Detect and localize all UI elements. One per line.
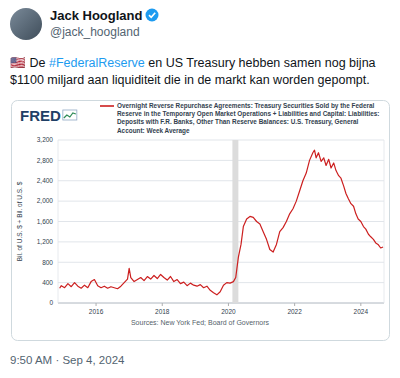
y-tick-label: 3,200 bbox=[37, 136, 54, 143]
legend-line: Reserve in the Temporary Open Market Ope… bbox=[117, 110, 380, 118]
fred-logo-icon bbox=[63, 110, 77, 120]
hashtag[interactable]: #FederalReserve bbox=[49, 56, 145, 70]
y-tick-label: 400 bbox=[42, 279, 53, 286]
y-axis-left bbox=[58, 140, 59, 303]
legend-text: Overnight Reverse Repurchase Agreements:… bbox=[117, 102, 380, 135]
badge-circle bbox=[146, 9, 159, 22]
fred-logo: FRED bbox=[20, 107, 61, 124]
icon-line bbox=[64, 113, 76, 118]
y-tick-label: 2,000 bbox=[37, 197, 54, 204]
y-axis-label: Bil. of U.S. $ + Bil. of U.S. $ bbox=[16, 181, 23, 261]
x-axis bbox=[58, 303, 384, 304]
legend-line: Overnight Reverse Repurchase Agreements:… bbox=[117, 102, 374, 110]
y-tick-label: 2,800 bbox=[37, 157, 54, 164]
x-tick-label: 2022 bbox=[287, 308, 302, 315]
chart-card bbox=[12, 101, 390, 341]
grid-line bbox=[58, 160, 384, 161]
plot-area bbox=[60, 140, 383, 303]
grid-line bbox=[58, 201, 384, 202]
x-tick bbox=[294, 303, 295, 306]
y-tick-label: 0 bbox=[49, 299, 53, 306]
grid-line bbox=[58, 282, 384, 283]
y-axis-right bbox=[384, 140, 385, 303]
y-tick-label: 800 bbox=[42, 259, 53, 266]
sources: Sources: New York Fed; Board of Governor… bbox=[131, 319, 270, 326]
legend-line: Account: Week Average bbox=[117, 127, 190, 135]
x-tick-label: 2020 bbox=[221, 308, 236, 315]
x-tick bbox=[228, 303, 229, 306]
series-line bbox=[60, 150, 383, 295]
y-tick-label: 1,600 bbox=[37, 218, 54, 225]
badge-check bbox=[149, 13, 155, 17]
x-tick bbox=[96, 303, 97, 306]
legend-line: Deposits with F.R. Banks, Other Than Res… bbox=[117, 118, 359, 126]
avatar bbox=[10, 8, 42, 40]
verified-badge bbox=[145, 8, 159, 22]
author-handle: @jack_hoogland bbox=[50, 25, 140, 39]
x-tick-label: 2016 bbox=[89, 308, 104, 315]
grid-line bbox=[58, 221, 384, 222]
grid-line bbox=[58, 262, 384, 263]
grid-line bbox=[58, 303, 384, 304]
icon-frame bbox=[63, 110, 77, 120]
y-tick-label: 2,400 bbox=[37, 177, 54, 184]
legend-swatch bbox=[100, 105, 114, 107]
chart: FRED Overnight Reverse Repurchase Agreeme… bbox=[0, 0, 400, 378]
author-name: Jack Hoogland bbox=[50, 8, 142, 23]
grid-line bbox=[58, 140, 384, 141]
tweet: Jack Hoogland @jack_hoogland 🇺🇸 De #Federa… bbox=[0, 0, 400, 378]
y-tick-label: 1,200 bbox=[37, 238, 54, 245]
tweet-text: 🇺🇸 De #FederalReserve en US Treasury heb… bbox=[10, 55, 395, 89]
x-tick-label: 2018 bbox=[155, 308, 170, 315]
x-tick bbox=[360, 303, 361, 306]
x-tick bbox=[162, 303, 163, 306]
text-run: 🇺🇸 De bbox=[10, 56, 49, 70]
grid-line bbox=[58, 180, 384, 181]
timestamp: 9:50 AM · Sep 4, 2024 bbox=[10, 354, 124, 366]
grid-line bbox=[58, 241, 384, 242]
x-tick-label: 2024 bbox=[354, 308, 369, 315]
